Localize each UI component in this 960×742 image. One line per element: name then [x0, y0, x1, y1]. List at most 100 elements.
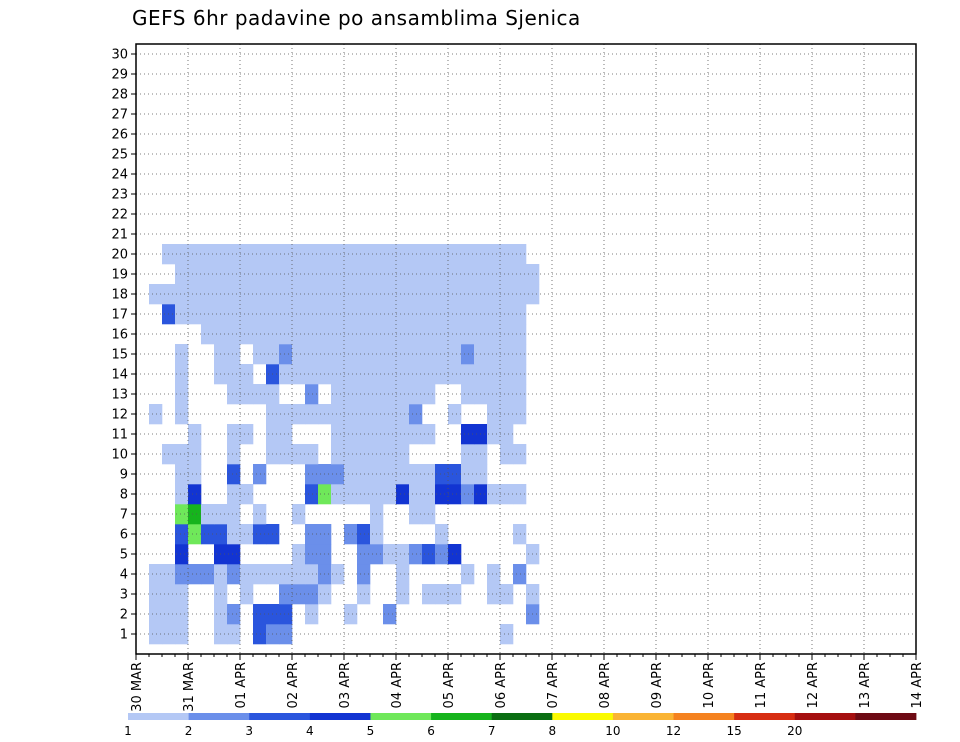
heatmap-cell [305, 564, 319, 585]
heatmap-cell [344, 604, 358, 625]
heatmap-cell [253, 304, 267, 325]
heatmap-cell [188, 304, 202, 325]
heatmap-cell [448, 344, 462, 365]
heatmap-cell [396, 464, 410, 485]
heatmap-cell [175, 304, 189, 325]
heatmap-cell [357, 344, 371, 365]
colorbar-label: 7 [488, 724, 496, 738]
heatmap-cell [513, 304, 527, 325]
heatmap-cell [279, 244, 293, 265]
heatmap-cell [292, 344, 306, 365]
colorbar-label: 20 [787, 724, 802, 738]
heatmap-cell [357, 584, 371, 605]
x-tick-label: 14 APR [910, 662, 925, 708]
heatmap-cell [305, 324, 319, 345]
heatmap-cell [500, 244, 514, 265]
heatmap-cell [292, 404, 306, 425]
y-tick-label: 28 [111, 88, 128, 103]
heatmap-cell [240, 564, 254, 585]
heatmap-cell [396, 424, 410, 445]
heatmap-cell [383, 604, 397, 625]
heatmap-cell [396, 244, 410, 265]
heatmap-cell [149, 584, 163, 605]
heatmap-cell [383, 284, 397, 305]
heatmap-cell [175, 604, 189, 625]
heatmap-cell [487, 484, 501, 505]
heatmap-cell [396, 484, 410, 505]
heatmap-cell [175, 384, 189, 405]
heatmap-cell [292, 324, 306, 345]
heatmap-cell [175, 244, 189, 265]
heatmap-cell [461, 484, 475, 505]
x-tick-label: 13 APR [858, 662, 873, 708]
heatmap-cell [305, 464, 319, 485]
heatmap-cell [435, 544, 449, 565]
heatmap-cell [344, 524, 358, 545]
heatmap-cell [409, 424, 423, 445]
heatmap-cell [500, 324, 514, 345]
heatmap-cell [448, 544, 462, 565]
heatmap-cell [331, 324, 345, 345]
heatmap-cell [253, 524, 267, 545]
heatmap-cell [175, 444, 189, 465]
y-tick-label: 26 [111, 128, 128, 143]
heatmap-cell [227, 544, 241, 565]
colorbar-swatch [491, 713, 553, 720]
x-tick-label: 31 MAR [182, 662, 197, 712]
heatmap-cell [435, 284, 449, 305]
heatmap-cell [357, 564, 371, 585]
heatmap-cell [344, 364, 358, 385]
heatmap-cell [292, 264, 306, 285]
heatmap-cell [357, 244, 371, 265]
heatmap-cell [305, 284, 319, 305]
heatmap-cell [396, 364, 410, 385]
heatmap-cell [279, 404, 293, 425]
x-tick-label: 02 APR [286, 662, 301, 708]
heatmap-cell [487, 344, 501, 365]
colorbar-swatch [794, 713, 856, 720]
heatmap-cell [188, 524, 202, 545]
heatmap-cell [240, 304, 254, 325]
colorbar-swatch [734, 713, 796, 720]
heatmap-cell [448, 404, 462, 425]
y-tick-label: 9 [120, 468, 128, 483]
heatmap-cell [357, 384, 371, 405]
heatmap-cell [279, 564, 293, 585]
heatmap-cell [513, 364, 527, 385]
y-tick-label: 3 [120, 588, 128, 603]
heatmap-cell [461, 284, 475, 305]
heatmap-cell [409, 404, 423, 425]
heatmap-cell [175, 584, 189, 605]
heatmap-cell [513, 484, 527, 505]
heatmap-cell [253, 564, 267, 585]
heatmap-cell [149, 624, 163, 645]
heatmap-cell [344, 264, 358, 285]
heatmap-cell [227, 304, 241, 325]
heatmap-cell [240, 264, 254, 285]
heatmap-cell [240, 484, 254, 505]
heatmap-cell [513, 524, 527, 545]
heatmap-cell [227, 344, 241, 365]
heatmap-cell [357, 264, 371, 285]
y-tick-label: 25 [111, 148, 128, 163]
heatmap-cell [331, 364, 345, 385]
heatmap-cell [201, 504, 215, 525]
x-tick-label: 12 APR [806, 662, 821, 708]
heatmap-cell [305, 364, 319, 385]
heatmap-cell [331, 304, 345, 325]
heatmap-cell [487, 324, 501, 345]
y-tick-label: 11 [111, 428, 128, 443]
heatmap-cell [331, 464, 345, 485]
heatmap-cell [253, 624, 267, 645]
heatmap-cell [357, 464, 371, 485]
heatmap-cell [227, 504, 241, 525]
heatmap-cell [461, 304, 475, 325]
heatmap-cell [461, 244, 475, 265]
colorbar-label: 10 [605, 724, 620, 738]
heatmap-cell [448, 244, 462, 265]
heatmap-cell [435, 264, 449, 285]
heatmap-cell [500, 484, 514, 505]
y-tick-label: 10 [111, 448, 128, 463]
heatmap-cell [383, 464, 397, 485]
heatmap-cell [461, 424, 475, 445]
